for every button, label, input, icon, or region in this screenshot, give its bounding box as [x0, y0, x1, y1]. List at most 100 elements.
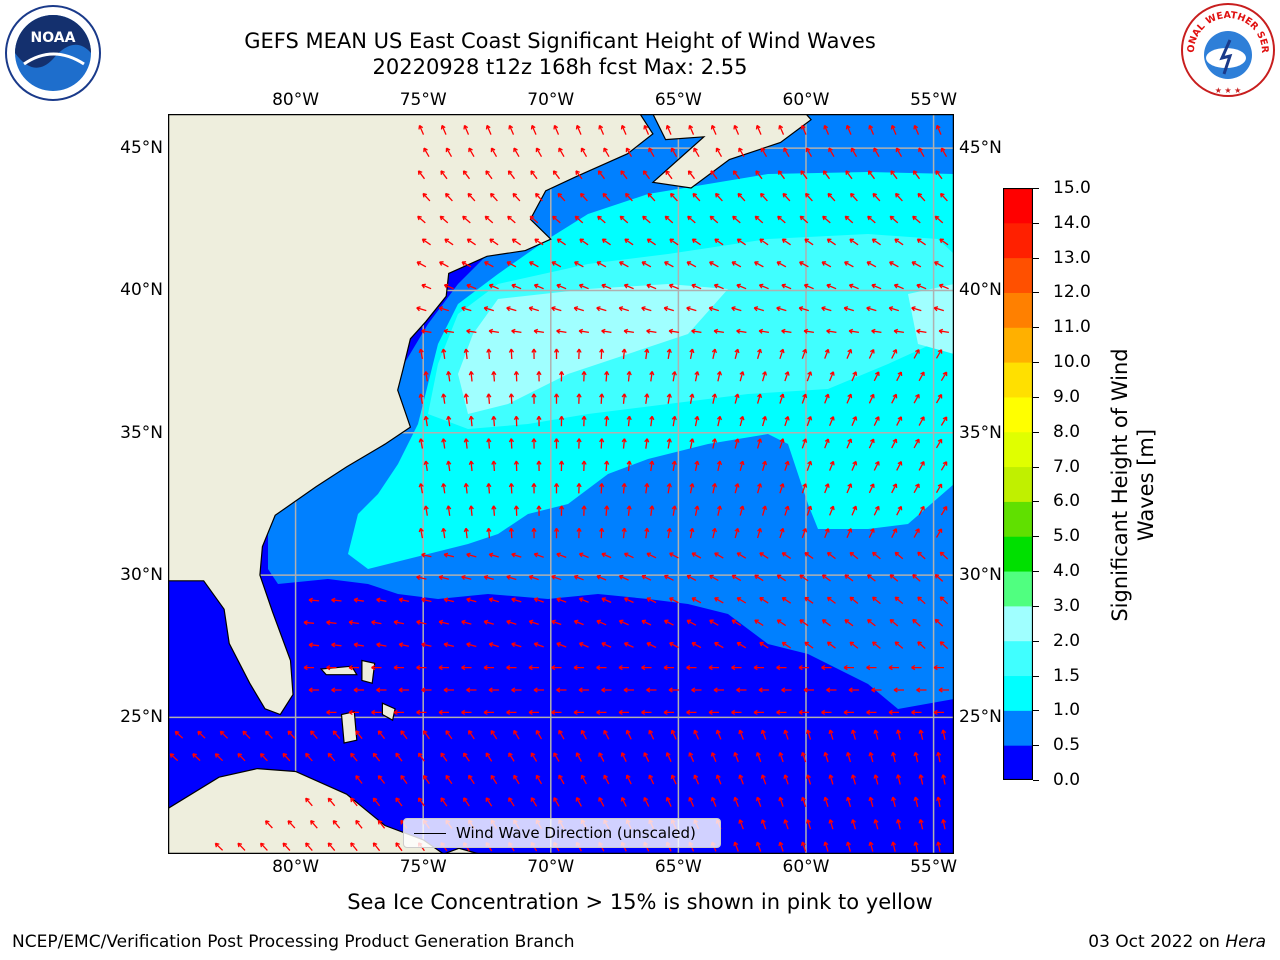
wave-arrow	[508, 348, 515, 360]
wave-arrow	[642, 170, 651, 180]
wave-arrow	[694, 505, 700, 516]
wave-arrow	[689, 483, 695, 494]
lat-tick-label: 35°N	[120, 422, 163, 443]
wave-arrow	[488, 597, 499, 603]
wave-arrow	[828, 505, 835, 516]
wave-arrow	[731, 619, 742, 626]
colorbar-tick-label: 0.0	[1053, 770, 1081, 790]
wave-arrow	[800, 170, 808, 180]
wave-arrow	[708, 664, 719, 671]
wave-arrow	[754, 619, 764, 627]
wave-arrow	[327, 797, 336, 807]
wave-arrow	[282, 752, 291, 762]
wave-arrow	[936, 841, 942, 852]
wave-arrow	[371, 664, 382, 671]
wave-arrow	[556, 687, 567, 693]
wave-arrow	[889, 261, 899, 268]
wave-arrow	[619, 261, 629, 268]
wave-arrow	[668, 687, 679, 693]
wave-arrow	[889, 618, 899, 627]
lon-tick-label: 65°W	[654, 90, 702, 110]
wave-arrow	[599, 483, 605, 494]
wave-arrow	[264, 820, 273, 829]
wave-arrow	[646, 642, 657, 648]
wave-arrow	[669, 238, 679, 246]
wave-arrow	[529, 215, 539, 224]
wave-arrow	[418, 393, 424, 404]
wave-arrow	[486, 393, 492, 404]
wave-arrow	[553, 483, 560, 494]
wave-arrow	[826, 551, 836, 560]
wave-arrow	[918, 147, 925, 158]
wave-arrow	[604, 460, 610, 472]
wave-arrow	[604, 371, 610, 382]
wave-arrow	[710, 796, 717, 807]
colorbar-segment	[1003, 396, 1033, 433]
wave-arrow	[506, 306, 517, 312]
colorbar-tick-label: 7.0	[1053, 456, 1081, 477]
wave-arrow	[800, 796, 807, 808]
wave-arrow	[734, 527, 740, 539]
wave-arrow	[736, 552, 747, 559]
wave-arrow	[824, 393, 830, 404]
wave-arrow	[626, 505, 632, 516]
wave-arrow	[871, 328, 882, 334]
colorbar-segment	[1003, 466, 1033, 502]
wave-arrow	[826, 596, 836, 604]
wave-arrow	[669, 552, 679, 559]
wave-arrow	[731, 664, 742, 671]
wave-arrow	[828, 819, 834, 830]
wave-arrow	[423, 415, 429, 427]
colorbar-segment	[1003, 745, 1033, 780]
wave-arrow	[395, 797, 403, 807]
wave-arrow	[488, 642, 499, 648]
wave-arrow	[621, 483, 627, 494]
wave-arrow	[783, 774, 789, 785]
wave-arrow	[488, 328, 500, 334]
wave-arrow	[508, 438, 515, 449]
wave-arrow	[644, 438, 650, 449]
wave-arrow	[417, 170, 426, 180]
wave-arrow	[687, 215, 696, 224]
wave-arrow	[939, 596, 949, 605]
wave-arrow	[623, 642, 634, 648]
wave-arrow	[485, 124, 492, 135]
wave-arrow	[551, 664, 562, 671]
wave-arrow	[353, 597, 365, 603]
wave-arrow	[755, 841, 762, 852]
wave-arrow	[666, 527, 672, 539]
wave-arrow	[896, 371, 903, 382]
wave-arrow	[573, 619, 584, 626]
wave-arrow	[941, 729, 947, 740]
wave-arrow	[845, 751, 852, 763]
colorbar-tick-label: 1.5	[1053, 665, 1081, 686]
wave-arrow	[760, 774, 767, 785]
wave-arrow	[686, 306, 697, 312]
wave-arrow	[849, 551, 859, 560]
wave-arrow	[779, 527, 785, 539]
wave-arrow	[666, 393, 672, 404]
wave-arrow	[688, 124, 695, 135]
wave-arrow	[574, 261, 584, 268]
wave-arrow	[823, 124, 830, 135]
wave-arrow	[620, 752, 627, 762]
wave-arrow	[911, 306, 922, 312]
wave-arrow	[308, 597, 320, 603]
wave-arrow	[533, 687, 544, 693]
colorbar-segment	[1003, 605, 1033, 642]
wave-arrow	[445, 147, 453, 158]
wave-arrow	[935, 170, 943, 180]
wave-arrow	[936, 751, 942, 763]
wave-arrow	[485, 797, 493, 807]
wave-arrow	[866, 574, 876, 582]
wave-arrow	[556, 597, 567, 603]
wave-arrow	[332, 730, 341, 740]
lon-tick-label: 75°W	[399, 90, 447, 110]
wave-arrow	[801, 527, 808, 539]
wave-arrow	[576, 438, 582, 449]
wave-arrow	[716, 371, 723, 382]
wave-arrow	[935, 528, 943, 538]
wave-arrow	[626, 460, 632, 472]
wave-arrow	[821, 664, 832, 671]
wave-arrow	[868, 796, 874, 807]
